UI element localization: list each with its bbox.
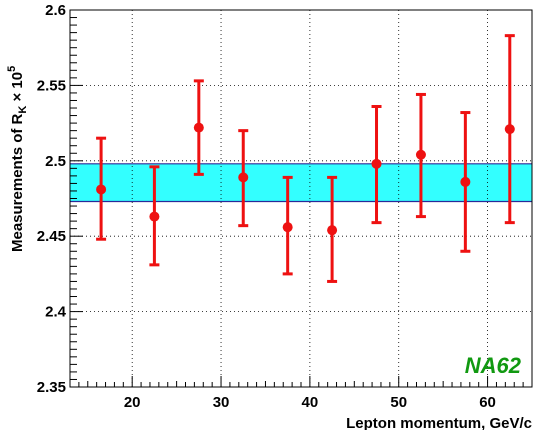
data-point	[96, 184, 107, 195]
data-point	[282, 222, 293, 233]
data-point-group	[96, 136, 107, 241]
x-tick-label: 50	[390, 394, 407, 411]
data-point	[327, 225, 338, 236]
y-tick-label: 2.6	[45, 2, 66, 19]
data-point-group	[460, 111, 471, 253]
data-point-group	[282, 175, 293, 276]
data-point	[371, 158, 382, 169]
data-point-group	[415, 92, 426, 219]
y-tick-label: 2.45	[37, 228, 66, 245]
plot-frame	[69, 9, 533, 388]
y-axis-title-superscript: 5	[6, 66, 18, 72]
data-point	[460, 176, 471, 187]
x-tick-label: 40	[302, 394, 319, 411]
data-point	[504, 124, 515, 135]
average-band	[70, 163, 532, 202]
data-point-group	[371, 105, 382, 225]
x-tick-label: 30	[213, 394, 230, 411]
data-point	[149, 211, 160, 222]
y-tick-label: 2.5	[45, 153, 66, 170]
data-point-group	[238, 129, 249, 228]
data-point-group	[149, 165, 160, 267]
x-axis-title: Lepton momentum, GeV/c	[346, 415, 532, 430]
y-axis-title: Measurements of RK × 105	[6, 66, 29, 252]
x-tick-label: 20	[124, 394, 141, 411]
y-axis-title-times: × 10	[9, 72, 26, 106]
y-tick-label: 2.4	[45, 304, 67, 321]
data-point-group	[504, 34, 515, 225]
y-tick-label: 2.55	[37, 77, 66, 94]
data-point	[238, 172, 249, 183]
x-tick-label: 60	[479, 394, 496, 411]
na62-label: NA62	[465, 353, 522, 378]
y-axis-title-base: Measurements of R	[9, 113, 26, 252]
data-point-group	[327, 175, 338, 283]
y-axis-title-subscript: K	[17, 106, 29, 114]
data-point-group	[193, 79, 204, 176]
y-tick-label: 2.35	[37, 379, 66, 396]
data-point	[415, 149, 426, 160]
data-point	[193, 122, 204, 133]
